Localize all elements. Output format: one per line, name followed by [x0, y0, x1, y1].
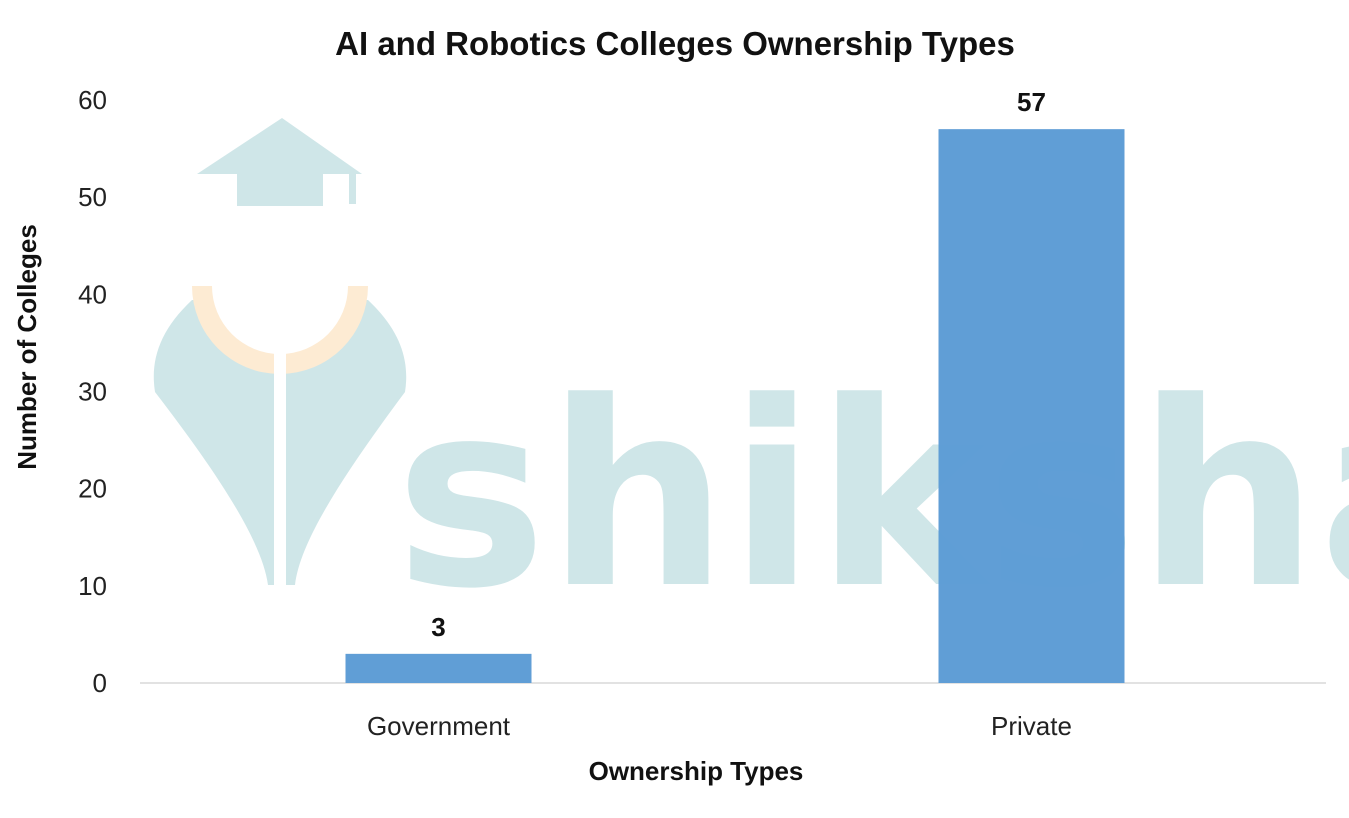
y-tick-label: 20 — [78, 474, 107, 504]
y-tick-label: 40 — [78, 279, 107, 309]
data-label-private: 57 — [1017, 87, 1046, 117]
y-tick-label: 0 — [93, 668, 107, 698]
y-tick-label: 50 — [78, 182, 107, 212]
data-label-government: 3 — [431, 612, 445, 642]
chart-title: AI and Robotics Colleges Ownership Types — [335, 25, 1015, 62]
y-tick-label: 10 — [78, 571, 107, 601]
graduate-logo-icon — [153, 118, 407, 585]
y-tick-label: 30 — [78, 377, 107, 407]
bar-private — [938, 129, 1125, 683]
y-axis-title: Number of Colleges — [12, 224, 42, 470]
watermark-text: shiksha — [395, 348, 1349, 645]
category-label-government: Government — [367, 711, 511, 741]
y-tick-label: 60 — [78, 85, 107, 115]
watermark: shiksha — [153, 118, 1349, 645]
category-label-private: Private — [991, 711, 1072, 741]
bars — [345, 129, 1125, 683]
x-axis-title: Ownership Types — [589, 756, 804, 786]
y-axis-ticks: 0 10 20 30 40 50 60 — [78, 85, 107, 698]
bar-government — [345, 653, 532, 683]
